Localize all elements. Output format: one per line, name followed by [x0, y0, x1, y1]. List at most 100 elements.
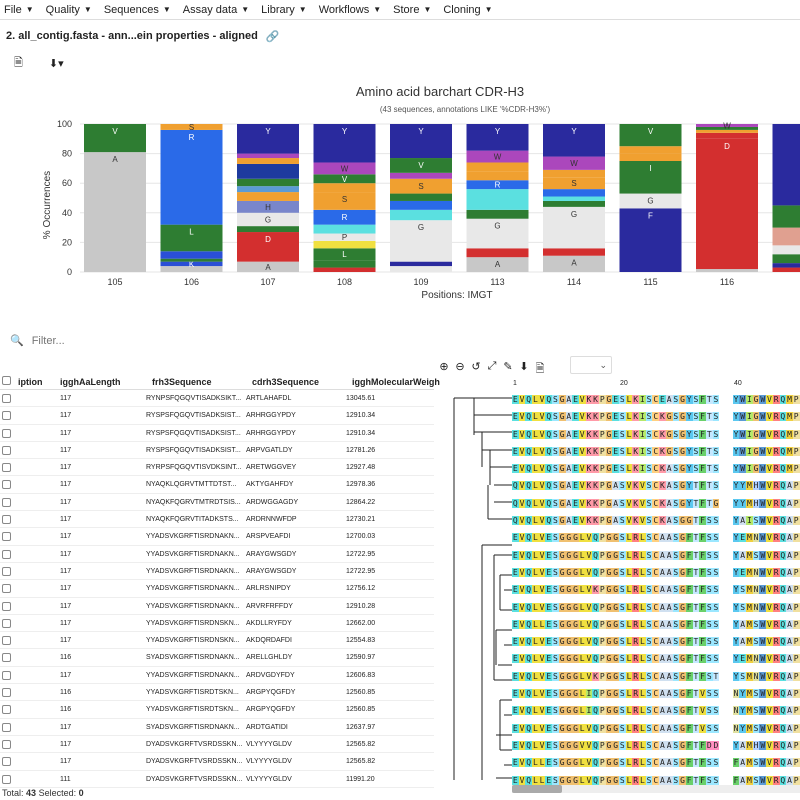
residue — [719, 776, 726, 785]
table-row[interactable]: 116 YYADSVKGRFTISRDTSKN... ARGPYQGFDY 12560… — [0, 701, 434, 719]
table-row[interactable]: 117 RYNPSFQGQVTISADKSIKT... ARTLAHAFDL 1304… — [0, 390, 434, 408]
menu-sequences[interactable]: Sequences ▼ — [104, 4, 171, 16]
residue: Y — [732, 481, 740, 491]
table-cell: 117 — [60, 671, 72, 679]
residue — [726, 412, 733, 421]
table-row[interactable]: 117 NYAQKFQGRVTMTRDTSIS... ARDWGGAGDY 12864… — [0, 494, 434, 512]
zoom-reset-icon[interactable]: ↺ — [471, 361, 481, 373]
alignment-scrollbar[interactable] — [512, 785, 800, 793]
row-checkbox[interactable] — [2, 445, 11, 455]
table-row[interactable]: 111 DYADSVKGRFTVSRDSSKN... VLYYYYGLDV 11991… — [0, 771, 434, 788]
table-row[interactable]: 117 YYADSVKGRFTISRDNAKN... ARLRSNIPDY 12756… — [0, 580, 434, 598]
residue: V — [518, 585, 526, 595]
residue: G — [605, 550, 613, 560]
residue: L — [532, 689, 539, 699]
residue: V — [625, 516, 633, 526]
residue: Q — [779, 689, 787, 699]
row-checkbox[interactable] — [2, 480, 11, 490]
residue: L — [625, 429, 633, 439]
residue: L — [639, 723, 646, 733]
table-row[interactable]: 117 YYADSVKGRFTISRDNSKN... AKDQRDAFDI 12554… — [0, 632, 434, 650]
row-checkbox[interactable] — [2, 411, 11, 421]
residue: W — [759, 602, 767, 612]
pencil-icon[interactable]: ✎ — [503, 361, 513, 373]
table-row[interactable]: 117 DYADSVKGRFTVSRDSSKN... VLYYYYGLDV 12565… — [0, 736, 434, 754]
row-checkbox[interactable] — [2, 601, 11, 611]
menu-quality[interactable]: Quality ▼ — [46, 4, 92, 16]
table-row[interactable]: 116 YYADSVKGRFTISRDTSKN... ARGPYQGFDY 12560… — [0, 684, 434, 702]
table-row[interactable]: 117 YYADSVKGRFTISRDNAKN... ARVRFRFFDY 12910… — [0, 598, 434, 615]
row-checkbox[interactable] — [2, 618, 11, 628]
document-icon[interactable]: 🗎 — [14, 57, 23, 69]
row-checkbox[interactable] — [2, 688, 11, 698]
residue: A — [786, 516, 793, 526]
table-row[interactable]: 117 DYADSVKGRFTVSRDSSKN... VLYYYYGLDV 12565… — [0, 753, 434, 771]
export-icon[interactable]: 🗎 — [535, 363, 545, 375]
download-grid-icon[interactable]: ⬇ — [519, 361, 529, 373]
residue: V — [518, 775, 526, 785]
residue: N — [752, 585, 760, 595]
row-checkbox[interactable] — [2, 566, 11, 576]
row-checkbox[interactable] — [2, 774, 11, 784]
row-checkbox[interactable] — [2, 584, 11, 594]
residue: R — [772, 446, 780, 456]
residue: P — [598, 446, 606, 456]
residue: A — [786, 533, 793, 543]
row-checkbox[interactable] — [2, 722, 11, 732]
residue: L — [625, 671, 633, 681]
table-row[interactable]: 117 RYSPSFQGQVTISADKSIST... ARHRGGYPDY 1291… — [0, 425, 434, 442]
row-checkbox[interactable] — [2, 428, 11, 438]
table-row[interactable]: 117 RYSPSFQGQVTISADKSIST... ARPVGATLDY 1278… — [0, 442, 434, 460]
residue: N — [752, 533, 760, 543]
link-icon[interactable]: 🔗 — [265, 30, 280, 43]
residue: P — [598, 412, 606, 422]
col-header-mw[interactable]: igghMolecularWeigh — [352, 377, 440, 387]
scrollbar-thumb[interactable] — [512, 785, 562, 793]
table-row[interactable]: 116 SYADSVKGRFTISRDNAKN... ARELLGHLDY 12590… — [0, 649, 434, 667]
table-row[interactable]: 117 YYADSVKGRFTISRDNAKN... ARDVGDYFDY 12606… — [0, 667, 434, 685]
menu-cloning[interactable]: Cloning ▼ — [443, 4, 492, 16]
row-checkbox[interactable] — [2, 757, 11, 767]
col-header-frh3[interactable]: frh3Sequence — [152, 377, 212, 387]
row-checkbox[interactable] — [2, 670, 11, 680]
menu-library[interactable]: Library ▼ — [261, 4, 307, 16]
table-row[interactable]: 117 SYADSVKGRFTISRDNAKN... ARDTGATIDI 12637… — [0, 719, 434, 736]
row-checkbox[interactable] — [2, 739, 11, 749]
col-header-description[interactable]: iption — [18, 377, 43, 387]
row-checkbox[interactable] — [2, 549, 11, 559]
row-checkbox[interactable] — [2, 394, 11, 403]
expand-icon[interactable]: ⤢ — [487, 360, 497, 372]
residue: L — [538, 619, 546, 629]
table-row[interactable]: 117 RYRPSFQGQVTISVDKSINT... ARETWGGVEY 1292… — [0, 459, 434, 477]
row-checkbox[interactable] — [2, 515, 11, 525]
filter-input[interactable] — [31, 334, 232, 347]
col-header-cdrh3[interactable]: cdrh3Sequence — [252, 377, 320, 387]
row-checkbox[interactable] — [2, 532, 11, 542]
row-checkbox[interactable] — [2, 463, 11, 473]
row-checkbox[interactable] — [2, 636, 11, 646]
table-header: iption igghAaLength frh3Sequence cdrh3Se… — [0, 374, 440, 390]
table-row[interactable]: 117 YYADSVKGRFTISRDNSKN... AKDLLRYFDY 12662… — [0, 615, 434, 633]
table-row[interactable]: 117 RYSPSFQGQVTISADKSIST... ARHRGGYPDY 1291… — [0, 407, 434, 425]
menu-label: Store — [393, 3, 420, 16]
residue: I — [639, 429, 646, 439]
table-row[interactable]: 117 NYAQKLQGRVTMTTDTST... AKTYGAHFDY 12978.… — [0, 476, 434, 494]
row-checkbox[interactable] — [2, 705, 11, 715]
table-row[interactable]: 117 NYAQKFQGRVTITADKSTS... ARDRNNWFDP 12730… — [0, 511, 434, 529]
download-icon[interactable]: ⬇▾ — [48, 58, 64, 70]
table-row[interactable]: 117 YYADSVKGRFTISRDNAKN... ARAYGWSGDY 12722… — [0, 546, 434, 563]
menu-assay-data[interactable]: Assay data ▼ — [183, 4, 249, 16]
zoom-in-icon[interactable]: ⊕ — [439, 361, 449, 373]
menu-store[interactable]: Store ▼ — [393, 4, 431, 16]
zoom-out-icon[interactable]: ⊖ — [455, 361, 465, 373]
table-row[interactable]: 117 YYADSVKGRFTISRDNAKN... ARAYGWSGDY 12722… — [0, 563, 434, 581]
col-header-length[interactable]: igghAaLength — [60, 377, 121, 387]
row-checkbox[interactable] — [2, 497, 11, 507]
row-checkbox[interactable] — [2, 653, 11, 663]
table-row[interactable]: 117 YYADSVKGRFTISRDNAKN... ARSPVEAFDI 12700… — [0, 528, 434, 546]
view-select[interactable]: ⌄ — [570, 356, 612, 374]
residue: K — [592, 464, 599, 474]
select-all-checkbox[interactable] — [2, 376, 11, 385]
menu-file[interactable]: File ▼ — [4, 4, 34, 16]
menu-workflows[interactable]: Workflows ▼ — [319, 4, 381, 16]
